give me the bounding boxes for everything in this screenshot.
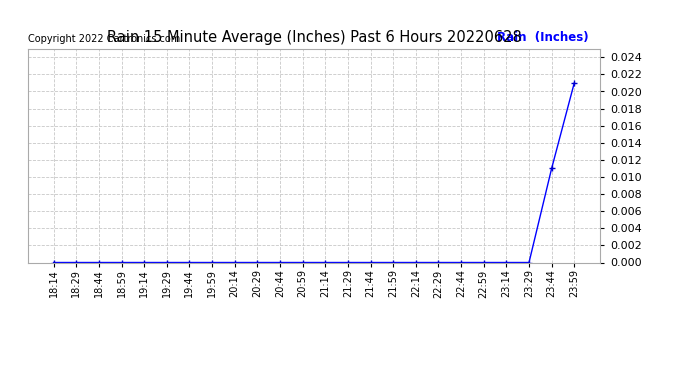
Text: Rain  (Inches): Rain (Inches) <box>497 32 589 45</box>
Text: Copyright 2022 Cartronics.com: Copyright 2022 Cartronics.com <box>28 34 180 45</box>
Title: Rain 15 Minute Average (Inches) Past 6 Hours 20220628: Rain 15 Minute Average (Inches) Past 6 H… <box>106 30 522 45</box>
